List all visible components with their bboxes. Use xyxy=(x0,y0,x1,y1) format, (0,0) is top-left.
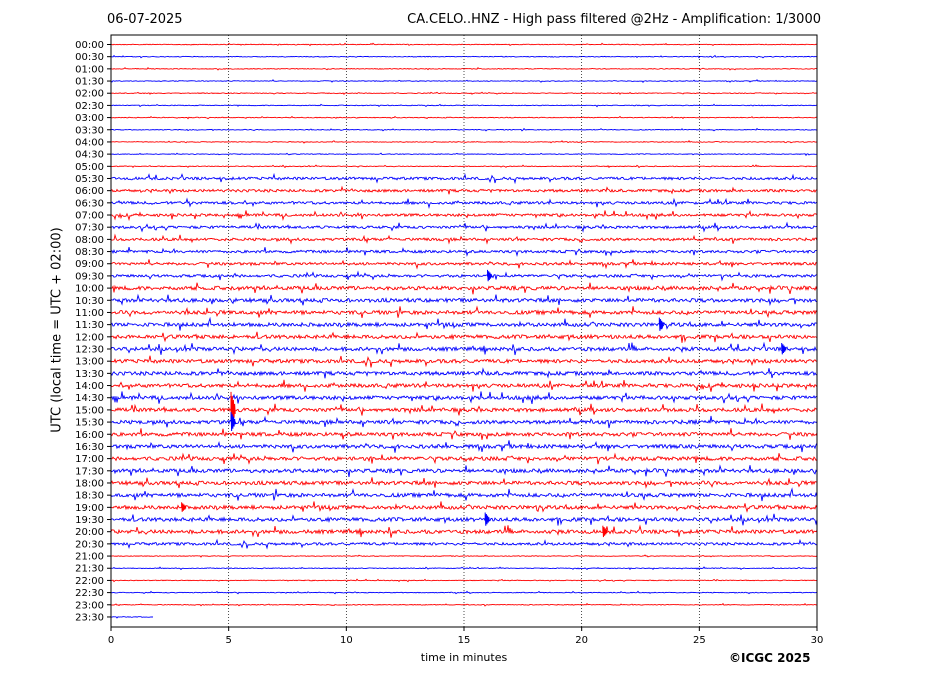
date-label: 06-07-2025 xyxy=(107,12,183,27)
y-tick-label: 22:30 xyxy=(75,588,104,599)
y-tick-label: 22:00 xyxy=(75,576,104,587)
y-tick-label: 07:00 xyxy=(75,211,104,222)
y-tick-label: 15:00 xyxy=(75,405,104,416)
event-spike xyxy=(230,412,236,431)
x-tick-label: 5 xyxy=(225,635,231,646)
x-tick-label: 15 xyxy=(458,635,471,646)
y-tick-label: 11:00 xyxy=(75,308,104,319)
trace-line xyxy=(110,172,818,185)
y-tick-label: 15:30 xyxy=(75,418,104,429)
trace-line xyxy=(110,341,818,356)
y-tick-label: 12:00 xyxy=(75,332,104,343)
trace-line xyxy=(110,103,818,108)
trace-line xyxy=(110,115,818,120)
y-tick-label: 17:30 xyxy=(75,466,104,477)
y-tick-label: 05:30 xyxy=(75,174,104,185)
seismic-traces xyxy=(110,42,818,619)
y-tick-label: 03:00 xyxy=(75,113,104,124)
chart-title: CA.CELO..HNZ - High pass filtered @2Hz -… xyxy=(407,12,821,27)
y-tick-label: 09:00 xyxy=(75,259,104,270)
trace-line xyxy=(110,355,818,368)
y-tick-label: 23:30 xyxy=(75,612,104,623)
y-tick-label: 20:30 xyxy=(75,539,104,550)
y-tick-label: 21:30 xyxy=(75,564,104,575)
y-tick-label: 23:00 xyxy=(75,600,104,611)
event-spike xyxy=(484,512,490,526)
y-tick-label: 06:00 xyxy=(75,186,104,197)
x-axis-label: time in minutes xyxy=(420,651,508,664)
y-tick-label: 04:00 xyxy=(75,137,104,148)
y-tick-label: 13:00 xyxy=(75,357,104,368)
y-tick-label: 20:00 xyxy=(75,527,104,538)
plot-frame xyxy=(110,34,818,628)
trace-line xyxy=(110,367,818,379)
trace-line xyxy=(110,513,818,526)
x-tick-label: 30 xyxy=(811,635,824,646)
y-tick-label: 17:00 xyxy=(75,454,104,465)
trace-line xyxy=(110,152,818,157)
trace-line xyxy=(110,590,818,595)
event-spike xyxy=(781,342,787,355)
trace-line xyxy=(110,391,818,405)
trace-line xyxy=(110,127,818,132)
event-spike xyxy=(658,317,665,331)
y-axis-label: UTC (local time = UTC + 02:00) xyxy=(49,227,65,433)
x-axis-ticks: 0 5 10 15 20 25 30 xyxy=(108,627,824,646)
trace-line xyxy=(110,538,818,550)
y-tick-label: 02:00 xyxy=(75,89,104,100)
y-tick-label: 03:30 xyxy=(75,125,104,136)
trace-line xyxy=(111,140,818,144)
event-spike xyxy=(602,525,608,538)
y-tick-label: 00:30 xyxy=(75,52,104,63)
y-tick-label: 06:30 xyxy=(75,198,104,209)
y-tick-label: 13:30 xyxy=(75,369,104,380)
trace-line xyxy=(110,566,818,571)
trace-line xyxy=(110,403,818,416)
y-tick-label: 19:30 xyxy=(75,515,104,526)
copyright-label: ©ICGC 2025 xyxy=(729,651,811,665)
y-tick-label: 05:00 xyxy=(75,162,104,173)
trace-line xyxy=(110,616,154,619)
x-tick-label: 0 xyxy=(108,635,114,646)
y-tick-label: 10:30 xyxy=(75,296,104,307)
y-tick-label: 14:30 xyxy=(75,393,104,404)
y-tick-label: 14:00 xyxy=(75,381,104,392)
y-tick-label: 08:00 xyxy=(75,235,104,246)
trace-line xyxy=(110,578,818,583)
y-tick-label: 16:30 xyxy=(75,442,104,453)
y-tick-label: 19:00 xyxy=(75,503,104,514)
y-tick-label: 04:30 xyxy=(75,150,104,161)
y-tick-label: 00:00 xyxy=(75,40,104,51)
y-tick-label: 01:00 xyxy=(75,64,104,75)
event-spike xyxy=(487,269,493,282)
y-tick-label: 02:30 xyxy=(75,101,104,112)
y-tick-label: 18:30 xyxy=(75,491,104,502)
x-tick-label: 10 xyxy=(340,635,353,646)
trace-line xyxy=(110,554,818,558)
y-tick-label: 16:00 xyxy=(75,430,104,441)
y-tick-label: 10:00 xyxy=(75,284,104,295)
y-tick-label: 11:30 xyxy=(75,320,104,331)
trace-line xyxy=(110,305,818,319)
y-tick-label: 01:30 xyxy=(75,77,104,88)
y-tick-label: 12:30 xyxy=(75,345,104,356)
y-tick-label: 09:30 xyxy=(75,271,104,282)
y-tick-label: 21:00 xyxy=(75,552,104,563)
trace-line xyxy=(110,197,818,210)
y-tick-label: 18:00 xyxy=(75,478,104,489)
y-tick-label: 08:30 xyxy=(75,247,104,258)
event-spike xyxy=(181,502,187,512)
trace-line xyxy=(110,428,818,440)
trace-line xyxy=(110,164,818,169)
grid-lines xyxy=(228,35,700,627)
x-tick-label: 20 xyxy=(575,635,588,646)
y-tick-label: 07:30 xyxy=(75,223,104,234)
x-tick-label: 25 xyxy=(693,635,706,646)
trace-line xyxy=(110,464,818,478)
